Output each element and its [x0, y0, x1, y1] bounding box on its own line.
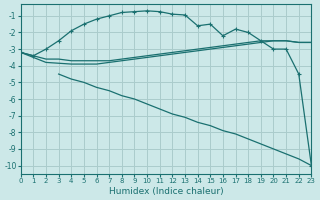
X-axis label: Humidex (Indice chaleur): Humidex (Indice chaleur) — [109, 187, 223, 196]
